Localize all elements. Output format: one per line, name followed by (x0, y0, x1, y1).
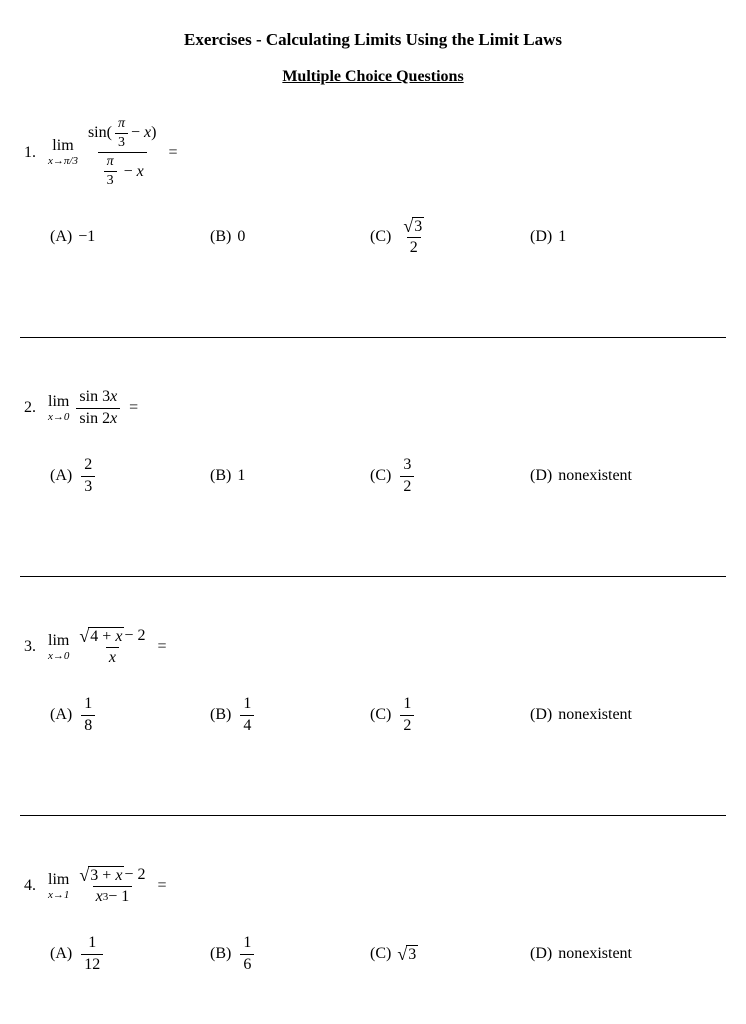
choice-d: (D) nonexistent (530, 934, 726, 974)
divider (20, 337, 726, 338)
question-number: 2. (24, 399, 36, 417)
choice-c: (C) 3 2 (370, 456, 530, 496)
choice-d: (D) nonexistent (530, 456, 726, 496)
choice-a: (A) −1 (50, 217, 210, 257)
choice-d: (D) nonexistent (530, 695, 726, 735)
limit-operator: lim x→1 (48, 872, 69, 901)
choice-b: (B) 0 (210, 217, 370, 257)
main-fraction: sin( π 3 − x) π 3 − x (85, 116, 159, 189)
choice-b: (B) 1 4 (210, 695, 370, 735)
page-subtitle: Multiple Choice Questions (20, 68, 726, 86)
equals-sign: = (157, 877, 166, 895)
choice-b: (B) 1 6 (210, 934, 370, 974)
question-1-choices: (A) −1 (B) 0 (C) √3 2 (D) 1 (20, 217, 726, 257)
equals-sign: = (157, 638, 166, 656)
choice-a: (A) 1 12 (50, 934, 210, 974)
question-2-expression: 2. lim x→0 sin 3x sin 2x = (20, 388, 726, 428)
page-title: Exercises - Calculating Limits Using the… (20, 30, 726, 50)
limit-operator: lim x→0 (48, 633, 69, 662)
limit-operator: lim x→π/3 (48, 138, 78, 167)
divider (20, 815, 726, 816)
question-3-choices: (A) 1 8 (B) 1 4 (C) 1 2 (D) nonexistent (20, 695, 726, 735)
equals-sign: = (168, 144, 177, 162)
question-4-expression: 4. lim x→1 √3 + x − 2 x3 − 1 = (20, 866, 726, 906)
limit-operator: lim x→0 (48, 394, 69, 423)
equals-sign: = (129, 399, 138, 417)
question-4-choices: (A) 1 12 (B) 1 6 (C) √3 (D) nonexistent (20, 934, 726, 974)
question-number: 3. (24, 638, 36, 656)
choice-a: (A) 1 8 (50, 695, 210, 735)
choice-a: (A) 2 3 (50, 456, 210, 496)
main-fraction: √4 + x − 2 x (76, 627, 148, 667)
question-2-choices: (A) 2 3 (B) 1 (C) 3 2 (D) nonexistent (20, 456, 726, 496)
question-2: 2. lim x→0 sin 3x sin 2x = (A) 2 3 (B) 1 (20, 388, 726, 526)
main-fraction: sin 3x sin 2x (76, 388, 120, 428)
choice-c: (C) √3 2 (370, 217, 530, 257)
question-3-expression: 3. lim x→0 √4 + x − 2 x = (20, 627, 726, 667)
choice-d: (D) 1 (530, 217, 726, 257)
question-1: 1. lim x→π/3 sin( π 3 − x) π (20, 116, 726, 287)
choice-c: (C) 1 2 (370, 695, 530, 735)
question-1-expression: 1. lim x→π/3 sin( π 3 − x) π (20, 116, 726, 189)
divider (20, 576, 726, 577)
question-4: 4. lim x→1 √3 + x − 2 x3 − 1 = (A) 1 12 (20, 866, 726, 1004)
choice-c: (C) √3 (370, 934, 530, 974)
choice-b: (B) 1 (210, 456, 370, 496)
main-fraction: √3 + x − 2 x3 − 1 (76, 866, 148, 906)
question-number: 1. (24, 144, 36, 162)
question-number: 4. (24, 877, 36, 895)
question-3: 3. lim x→0 √4 + x − 2 x = (A) 1 8 (20, 627, 726, 765)
